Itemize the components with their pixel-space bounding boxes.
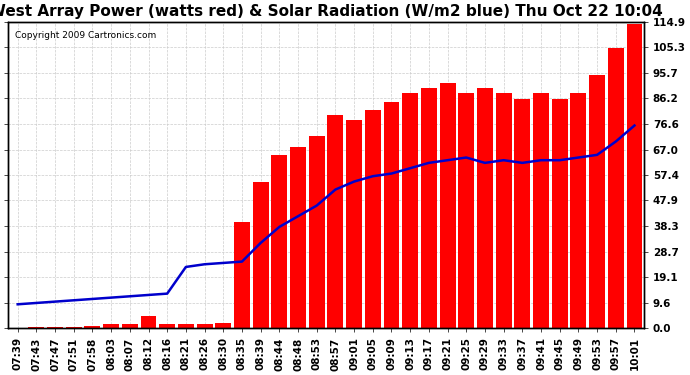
Bar <box>178 324 194 328</box>
Bar <box>346 120 362 328</box>
Bar <box>271 155 287 328</box>
Bar <box>402 93 418 328</box>
Bar <box>440 83 455 328</box>
Bar <box>215 323 231 328</box>
Bar <box>253 182 268 328</box>
Bar <box>104 324 119 328</box>
Bar <box>122 324 138 328</box>
Bar <box>533 93 549 328</box>
Bar <box>608 48 624 328</box>
Bar <box>197 324 213 328</box>
Bar <box>66 327 81 328</box>
Bar <box>365 110 381 328</box>
Title: West Array Power (watts red) & Solar Radiation (W/m2 blue) Thu Oct 22 10:04: West Array Power (watts red) & Solar Rad… <box>0 4 663 19</box>
Bar <box>514 99 530 328</box>
Bar <box>309 136 325 328</box>
Bar <box>141 316 157 328</box>
Bar <box>458 93 474 328</box>
Bar <box>234 222 250 328</box>
Bar <box>47 327 63 328</box>
Bar <box>84 327 100 328</box>
Bar <box>28 327 44 328</box>
Bar <box>328 115 344 328</box>
Bar <box>589 75 605 328</box>
Bar <box>384 102 400 328</box>
Bar <box>290 147 306 328</box>
Bar <box>495 93 511 328</box>
Bar <box>571 93 586 328</box>
Bar <box>552 99 568 328</box>
Bar <box>627 24 642 328</box>
Bar <box>159 324 175 328</box>
Text: Copyright 2009 Cartronics.com: Copyright 2009 Cartronics.com <box>14 31 156 40</box>
Bar <box>477 88 493 328</box>
Bar <box>421 88 437 328</box>
